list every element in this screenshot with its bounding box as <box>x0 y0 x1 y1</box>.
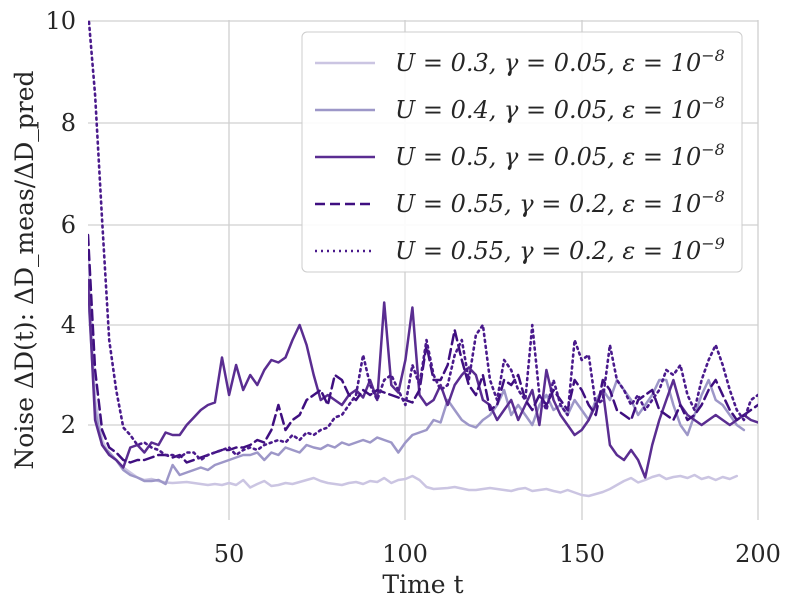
legend-label-exponent-3: −8 <box>701 140 725 159</box>
legend-label-2: U = 0.4, γ = 0.05, ε = 10−8 <box>395 93 725 124</box>
legend-label-exponent-4: −8 <box>701 187 725 206</box>
x-tick-label-50: 50 <box>214 540 245 568</box>
y-tick-label-8: 8 <box>61 109 76 137</box>
x-tick-label-150: 150 <box>559 540 605 568</box>
series-layer <box>88 20 758 498</box>
series-line-1 <box>88 258 739 498</box>
y-tick-label-2: 2 <box>61 411 76 439</box>
x-axis-label: Time t <box>382 570 463 599</box>
y-tick-label-6: 6 <box>61 211 76 239</box>
legend-label-5: U = 0.55, γ = 0.2, ε = 10−9 <box>395 234 725 265</box>
legend-label-exponent-5: −9 <box>701 234 725 253</box>
legend-label-3: U = 0.5, γ = 0.05, ε = 10−8 <box>395 140 725 171</box>
legend-box <box>301 31 743 273</box>
y-tick-label-4: 4 <box>61 311 76 339</box>
legend-label-main-2: U = 0.4, γ = 0.05, ε = 10 <box>395 96 701 124</box>
legend: U = 0.3, γ = 0.05, ε = 10−8U = 0.4, γ = … <box>301 31 743 273</box>
legend-label-main-3: U = 0.5, γ = 0.05, ε = 10 <box>395 143 701 171</box>
legend-label-main-4: U = 0.55, γ = 0.2, ε = 10 <box>395 190 701 218</box>
series-line-3 <box>88 278 758 479</box>
legend-label-main-5: U = 0.55, γ = 0.2, ε = 10 <box>395 237 701 265</box>
x-tick-label-200: 200 <box>735 540 781 568</box>
legend-label-main-1: U = 0.3, γ = 0.05, ε = 10 <box>395 49 701 77</box>
legend-label-exponent-2: −8 <box>701 93 725 112</box>
legend-label-1: U = 0.3, γ = 0.05, ε = 10−8 <box>395 46 725 77</box>
series-line-5 <box>88 20 758 462</box>
y-axis-label: Noise ΔD(t): ΔD_meas/ΔD_pred <box>10 70 39 469</box>
x-tick-label-100: 100 <box>382 540 428 568</box>
y-tick-label-10: 10 <box>45 7 76 35</box>
legend-label-exponent-1: −8 <box>701 46 725 65</box>
legend-label-4: U = 0.55, γ = 0.2, ε = 10−8 <box>395 187 725 218</box>
